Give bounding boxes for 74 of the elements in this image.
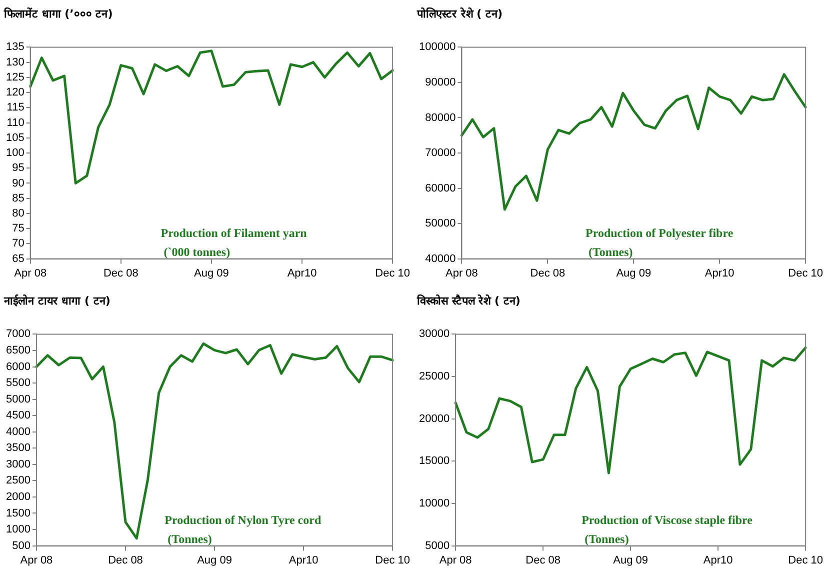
x-tick-label: Dec 10 bbox=[375, 267, 410, 280]
x-tick-label: Apr 08 bbox=[20, 554, 53, 566]
chart-title: पोलिएस्टर रेशे ( टन) bbox=[416, 6, 503, 20]
x-tick-label: Apr 08 bbox=[14, 267, 47, 280]
x-tick-label: Dec 08 bbox=[103, 267, 138, 280]
annotation: (Tonnes) bbox=[588, 244, 633, 259]
x-tick-label: Aug 09 bbox=[613, 554, 648, 566]
y-tick-label: 135 bbox=[6, 41, 24, 54]
y-tick-label: 100000 bbox=[418, 41, 456, 54]
x-tick-label: Aug 09 bbox=[197, 554, 232, 566]
x-tick-label: Apr10 bbox=[288, 554, 318, 566]
y-tick-label: 115 bbox=[6, 102, 24, 114]
y-tick-label: 2500 bbox=[6, 474, 30, 487]
x-tick-label: Dec 08 bbox=[108, 554, 143, 566]
y-tick-label: 25000 bbox=[418, 370, 450, 383]
y-tick-label: 6000 bbox=[6, 360, 30, 373]
y-tick-label: 60000 bbox=[425, 182, 456, 194]
x-tick-label: Dec 10 bbox=[788, 554, 824, 566]
x-tick-label: Dec 08 bbox=[526, 554, 561, 566]
y-tick-label: 30000 bbox=[418, 328, 450, 340]
x-tick-label: Apr10 bbox=[704, 267, 734, 280]
x-tick-label: Dec 08 bbox=[530, 267, 566, 280]
y-tick-label: 500 bbox=[12, 540, 30, 552]
chart-title: फिलामेंट धागा (’००० टन) bbox=[3, 6, 113, 20]
y-tick-label: 5000 bbox=[425, 540, 450, 552]
y-tick-label: 40000 bbox=[425, 252, 456, 265]
y-tick-label: 6500 bbox=[6, 344, 30, 357]
y-tick-label: 70000 bbox=[425, 147, 456, 160]
y-tick-label: 85 bbox=[12, 192, 24, 204]
y-tick-label: 110 bbox=[6, 116, 24, 129]
y-tick-label: 1500 bbox=[6, 507, 30, 520]
y-tick-label: 5500 bbox=[6, 377, 30, 390]
y-tick-label: 7000 bbox=[6, 328, 30, 340]
x-tick-label: Dec 10 bbox=[788, 267, 824, 280]
x-tick-label: Dec 10 bbox=[375, 554, 410, 566]
x-tick-label: Apr 08 bbox=[439, 554, 472, 566]
x-tick-label: Aug 09 bbox=[194, 267, 229, 280]
annotation: (Tonnes) bbox=[584, 532, 629, 546]
y-tick-label: 65 bbox=[12, 252, 24, 265]
y-tick-label: 90 bbox=[12, 177, 24, 190]
y-tick-label: 15000 bbox=[418, 455, 450, 468]
y-tick-label: 130 bbox=[6, 56, 24, 68]
chart-title: विस्कोस स्टैपल रेशे ( टन) bbox=[416, 293, 520, 308]
x-tick-label: Apr 08 bbox=[445, 267, 478, 280]
y-tick-label: 75 bbox=[12, 222, 24, 235]
y-tick-label: 5000 bbox=[6, 393, 30, 406]
y-tick-label: 1000 bbox=[6, 524, 30, 536]
chart-title: नाईलोन टायर धागा ( टन) bbox=[3, 293, 110, 308]
y-tick-label: 4500 bbox=[6, 410, 30, 422]
x-tick-label: Apr10 bbox=[703, 554, 733, 566]
annotation: Production of Polyester fibre bbox=[586, 226, 734, 240]
y-tick-label: 120 bbox=[6, 86, 24, 99]
annotation: (`000 tonnes) bbox=[164, 244, 230, 259]
y-tick-label: 80 bbox=[12, 207, 24, 220]
y-tick-label: 4000 bbox=[6, 426, 30, 438]
y-tick-label: 80000 bbox=[425, 112, 456, 124]
y-tick-label: 100 bbox=[6, 147, 24, 160]
y-tick-label: 10000 bbox=[418, 498, 450, 510]
annotation: Production of Filament yarn bbox=[160, 226, 308, 240]
annotation: (Tonnes) bbox=[168, 532, 212, 546]
y-tick-label: 2000 bbox=[6, 491, 30, 503]
y-tick-label: 95 bbox=[12, 162, 24, 174]
y-tick-label: 90000 bbox=[425, 76, 456, 88]
annotation: Production of Viscose staple fibre bbox=[582, 512, 754, 527]
y-tick-label: 50000 bbox=[425, 218, 456, 230]
y-tick-label: 20000 bbox=[418, 412, 450, 425]
y-tick-label: 70 bbox=[12, 238, 24, 250]
y-tick-label: 105 bbox=[6, 132, 24, 144]
y-tick-label: 125 bbox=[6, 71, 24, 84]
annotation: Production of Nylon Tyre cord bbox=[164, 512, 322, 527]
y-tick-label: 3500 bbox=[6, 442, 30, 454]
x-tick-label: Apr10 bbox=[287, 267, 317, 280]
x-tick-label: Aug 09 bbox=[616, 267, 652, 280]
y-tick-label: 3000 bbox=[6, 458, 30, 470]
